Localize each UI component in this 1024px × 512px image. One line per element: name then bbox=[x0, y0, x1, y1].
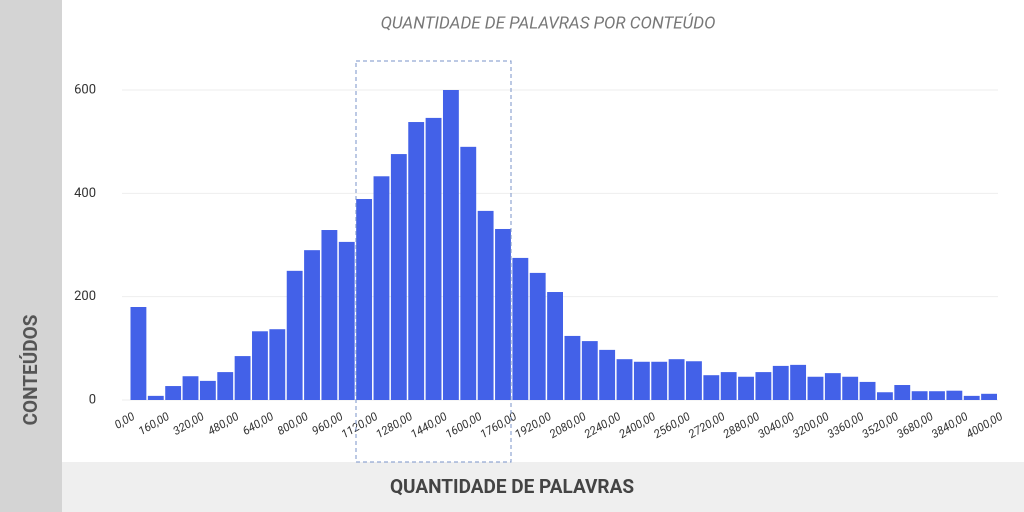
bar bbox=[842, 376, 859, 400]
x-tick-label: 1760,00 bbox=[477, 409, 518, 441]
bar bbox=[581, 341, 598, 400]
bar bbox=[963, 395, 980, 400]
bar bbox=[199, 380, 216, 400]
bar bbox=[495, 228, 511, 400]
bar bbox=[876, 392, 893, 400]
bar bbox=[252, 331, 268, 400]
bar bbox=[790, 364, 807, 400]
x-tick-label: 800,00 bbox=[275, 409, 311, 438]
bar bbox=[390, 154, 407, 400]
bar bbox=[686, 361, 702, 400]
x-tick-label: 2400,00 bbox=[616, 409, 657, 441]
bar bbox=[772, 365, 789, 400]
x-tick-label: 1600,00 bbox=[443, 409, 484, 441]
bar bbox=[807, 376, 824, 400]
bar bbox=[529, 272, 546, 400]
x-tick-label: 0,00 bbox=[112, 409, 137, 432]
x-tick-label: 3680,00 bbox=[894, 409, 935, 441]
bar bbox=[460, 146, 477, 400]
bar bbox=[234, 356, 251, 400]
bar bbox=[442, 90, 459, 400]
bar bbox=[651, 361, 668, 400]
chart-title: QUANTIDADE DE PALAVRAS POR CONTEÚDO bbox=[381, 13, 716, 33]
x-tick-label: 960,00 bbox=[309, 409, 345, 438]
y-tick-label: 200 bbox=[74, 289, 96, 304]
bar bbox=[929, 391, 945, 400]
x-tick-label: 480,00 bbox=[205, 409, 241, 438]
bar bbox=[356, 199, 373, 400]
x-tick-label: 640,00 bbox=[240, 409, 276, 438]
bar bbox=[165, 386, 182, 400]
bar bbox=[512, 257, 529, 400]
x-tick-label: 4000,00 bbox=[964, 409, 1005, 441]
bar bbox=[946, 390, 963, 400]
x-tick-label: 3200,00 bbox=[790, 409, 831, 441]
x-tick-label: 1920,00 bbox=[512, 409, 553, 441]
x-tick-label: 2240,00 bbox=[582, 409, 623, 441]
bar bbox=[286, 270, 303, 400]
bar bbox=[130, 307, 147, 400]
x-tick-label: 320,00 bbox=[170, 409, 206, 438]
bar bbox=[981, 393, 997, 400]
x-tick-label: 1280,00 bbox=[373, 409, 414, 441]
bar bbox=[564, 335, 581, 400]
bar bbox=[859, 381, 876, 400]
bar bbox=[824, 373, 841, 400]
bar bbox=[182, 376, 199, 400]
x-tick-label: 1120,00 bbox=[339, 409, 380, 441]
bar bbox=[217, 372, 234, 400]
bar bbox=[616, 359, 633, 400]
x-tick-label: 2720,00 bbox=[686, 409, 727, 441]
bar bbox=[755, 372, 772, 400]
bar bbox=[633, 361, 650, 400]
bar bbox=[547, 292, 563, 400]
bar bbox=[321, 230, 338, 400]
x-tick-label: 3040,00 bbox=[755, 409, 796, 441]
bar bbox=[373, 176, 390, 400]
y-tick-label: 600 bbox=[74, 82, 96, 97]
x-tick-label: 3840,00 bbox=[929, 409, 970, 441]
bar bbox=[408, 122, 425, 401]
x-tick-label: 2080,00 bbox=[547, 409, 588, 441]
bar bbox=[425, 117, 442, 401]
bar bbox=[477, 210, 494, 400]
x-tick-label: 3360,00 bbox=[825, 409, 866, 441]
bar bbox=[338, 241, 355, 400]
plot-area: 0 200 400 600 0,00160,00320,00480,00640,0080… bbox=[74, 82, 1005, 441]
x-axis-label: QUANTIDADE DE PALAVRAS bbox=[390, 475, 634, 498]
y-tick-label: 400 bbox=[74, 186, 96, 201]
bar bbox=[304, 250, 320, 400]
bar bbox=[720, 372, 737, 400]
x-label-band bbox=[62, 462, 1024, 512]
bar bbox=[668, 359, 685, 400]
x-tick-label: 2560,00 bbox=[651, 409, 692, 441]
x-tick-label: 160,00 bbox=[136, 409, 172, 438]
bar bbox=[147, 395, 164, 400]
highlight-box bbox=[355, 60, 512, 463]
bar bbox=[599, 349, 616, 400]
y-label-band bbox=[0, 0, 62, 512]
bar bbox=[738, 376, 754, 400]
bar bbox=[911, 391, 928, 400]
bar bbox=[269, 329, 286, 400]
y-axis-label: CONTEÚDOS bbox=[19, 314, 42, 425]
x-tick-label: 2880,00 bbox=[721, 409, 762, 441]
bar bbox=[703, 375, 720, 400]
x-tick-label: 3520,00 bbox=[859, 409, 900, 441]
bar bbox=[894, 385, 911, 400]
y-tick-label: 0 bbox=[89, 392, 96, 407]
x-tick-label: 1440,00 bbox=[408, 409, 449, 441]
